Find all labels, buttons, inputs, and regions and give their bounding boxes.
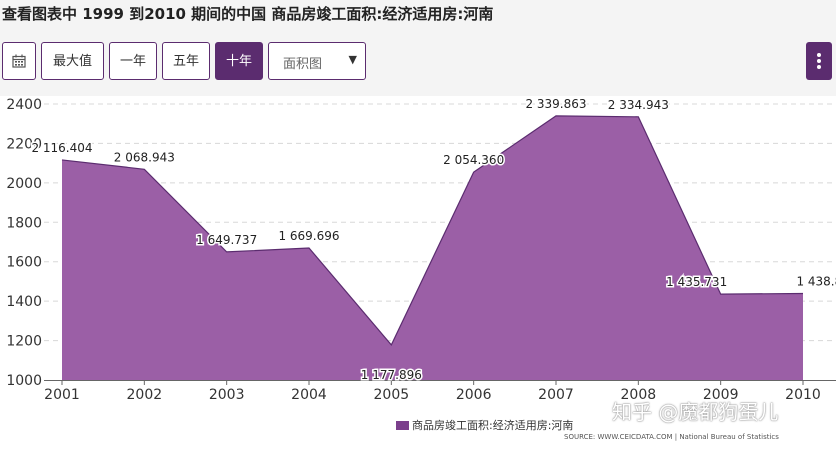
area-series-fill: [62, 115, 803, 380]
x-tick-label: 2007: [538, 387, 574, 403]
area-chart: 1000 1200 1400 1600 1800 2000 2200 2400 2001 2002…: [6, 96, 836, 403]
chart-type-select-value: 面积图: [283, 57, 323, 72]
x-tick-label: 2002: [127, 387, 163, 403]
x-tick-label: 2005: [374, 387, 410, 403]
y-tick-label: 2000: [6, 176, 42, 192]
data-label: 1 177.896: [361, 368, 422, 382]
data-label: 2 054.360: [443, 153, 504, 167]
y-tick-label: 1600: [6, 255, 42, 271]
area-series-line: [61, 115, 804, 347]
data-label: 1 649.737: [196, 233, 257, 247]
x-tick-label: 2001: [44, 387, 80, 403]
data-label: 1 669.696: [278, 229, 339, 243]
data-label: 2 068.943: [114, 150, 175, 164]
y-tick-label: 1000: [6, 373, 42, 389]
data-label: 2 116.404: [31, 141, 92, 155]
y-tick-label: 1400: [6, 294, 42, 310]
data-label: 2 339.863: [525, 97, 586, 111]
y-tick-label: 2200: [6, 136, 42, 152]
x-tick-label: 2004: [291, 387, 327, 403]
kebab-menu-button[interactable]: [806, 42, 832, 80]
range-10y-button[interactable]: 十年: [215, 42, 263, 80]
calendar-button[interactable]: [2, 42, 36, 80]
x-tick-label: 2003: [209, 387, 245, 403]
x-tick-label: 2010: [785, 387, 821, 403]
caret-down-icon: ▼: [348, 53, 357, 66]
watermark: 知乎 @魔都狗蛋儿: [612, 400, 779, 424]
chart-legend: 商品房竣工面积:经济适用房:河南: [396, 417, 573, 433]
kebab-menu-icon: [817, 53, 821, 57]
page-title: 查看图表中 1999 到2010 期间的中国 商品房竣工面积:经济适用房:河南: [2, 5, 494, 23]
range-5y-button[interactable]: 五年: [162, 42, 210, 80]
x-tick-label: 2006: [456, 387, 492, 403]
legend-swatch: [396, 421, 409, 430]
chart-type-select[interactable]: 面积图 ▼: [268, 42, 366, 80]
y-tick-label: 1800: [6, 215, 42, 231]
range-max-button[interactable]: 最大值: [41, 42, 104, 80]
y-tick-label: 2400: [6, 97, 42, 113]
chart-area: 1000 1200 1400 1600 1800 2000 2200 2400 2001 2002…: [0, 96, 836, 449]
calendar-icon: [12, 54, 26, 68]
source-note: SOURCE: WWW.CEICDATA.COM | National Bure…: [564, 433, 779, 441]
legend-label: 商品房竣工面积:经济适用房:河南: [412, 419, 574, 432]
y-tick-label: 1200: [6, 334, 42, 350]
data-label: 1 438.813: [796, 274, 836, 288]
data-label: 2 334.943: [608, 98, 669, 112]
data-label: 1 435.731: [666, 275, 727, 289]
range-1y-button[interactable]: 一年: [109, 42, 157, 80]
x-tick-label: 2009: [703, 387, 739, 403]
x-tick-label: 2008: [621, 387, 657, 403]
